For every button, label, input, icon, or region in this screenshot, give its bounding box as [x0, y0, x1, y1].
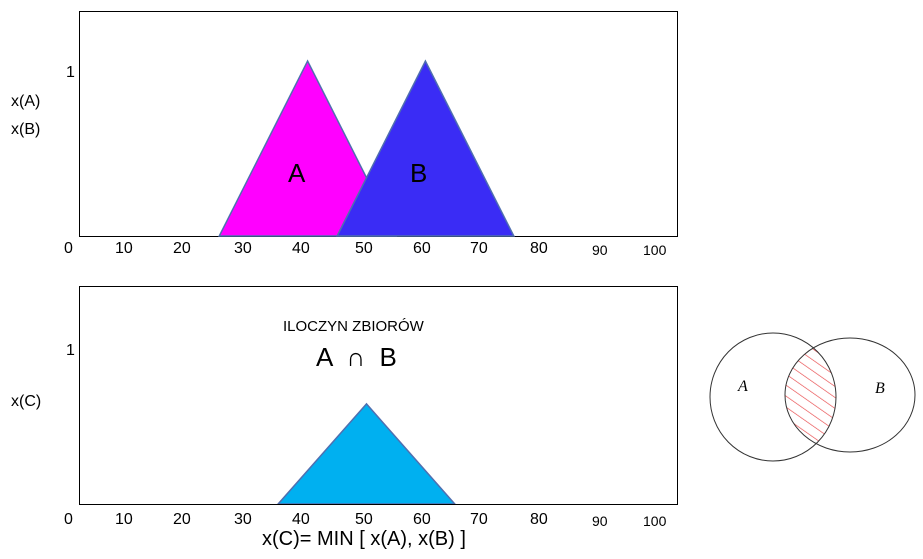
bottom-y-label: x(C)	[11, 393, 42, 410]
bottom-x-tick: 60	[413, 511, 431, 528]
bottom-x-tick: 30	[234, 511, 252, 528]
bottom-x-tick: 100	[643, 513, 667, 529]
top-x-tick: 20	[173, 240, 191, 257]
intersection-formula: A ∩ B	[316, 342, 397, 372]
top-x-tick: 90	[592, 242, 608, 258]
set-b-label: B	[410, 158, 428, 188]
bottom-plot-frame	[79, 286, 678, 505]
bottom-y-tick-1: 1	[66, 342, 75, 359]
venn-circle-b	[784, 337, 916, 453]
top-y-label-b: x(B)	[11, 121, 41, 138]
bottom-x-tick: 10	[115, 511, 133, 528]
venn-circle-a	[709, 332, 837, 462]
bottom-x-tick: 0	[64, 511, 73, 528]
top-x-tick: 10	[115, 240, 133, 257]
top-x-tick: 80	[530, 240, 548, 257]
bottom-x-tick: 90	[592, 513, 608, 529]
top-y-label-a: x(A)	[11, 93, 41, 110]
triangle-set-a	[218, 59, 398, 237]
triangle-set-b	[335, 59, 516, 237]
set-a-label: A	[288, 158, 306, 188]
bottom-x-tick: 20	[173, 511, 191, 528]
top-x-tick: 100	[643, 242, 667, 258]
top-x-tick: 0	[64, 240, 73, 257]
intersection-title: ILOCZYN ZBIORÓW	[283, 318, 424, 335]
venn-label-a: A	[738, 378, 748, 395]
top-x-tick: 50	[355, 240, 373, 257]
bottom-x-tick: 80	[530, 511, 548, 528]
venn-label-b: B	[875, 380, 885, 397]
min-formula-caption: x(C)= MIN [ x(A), x(B) ]	[262, 528, 466, 550]
bottom-x-tick: 70	[470, 511, 488, 528]
top-y-tick-1: 1	[66, 64, 75, 81]
top-x-tick: 70	[470, 240, 488, 257]
bottom-x-tick: 40	[292, 511, 310, 528]
venn-intersection-hatch	[785, 338, 836, 452]
top-x-tick: 60	[413, 240, 431, 257]
top-x-tick: 30	[234, 240, 252, 257]
bottom-x-tick: 50	[355, 511, 373, 528]
top-x-tick: 40	[292, 240, 310, 257]
